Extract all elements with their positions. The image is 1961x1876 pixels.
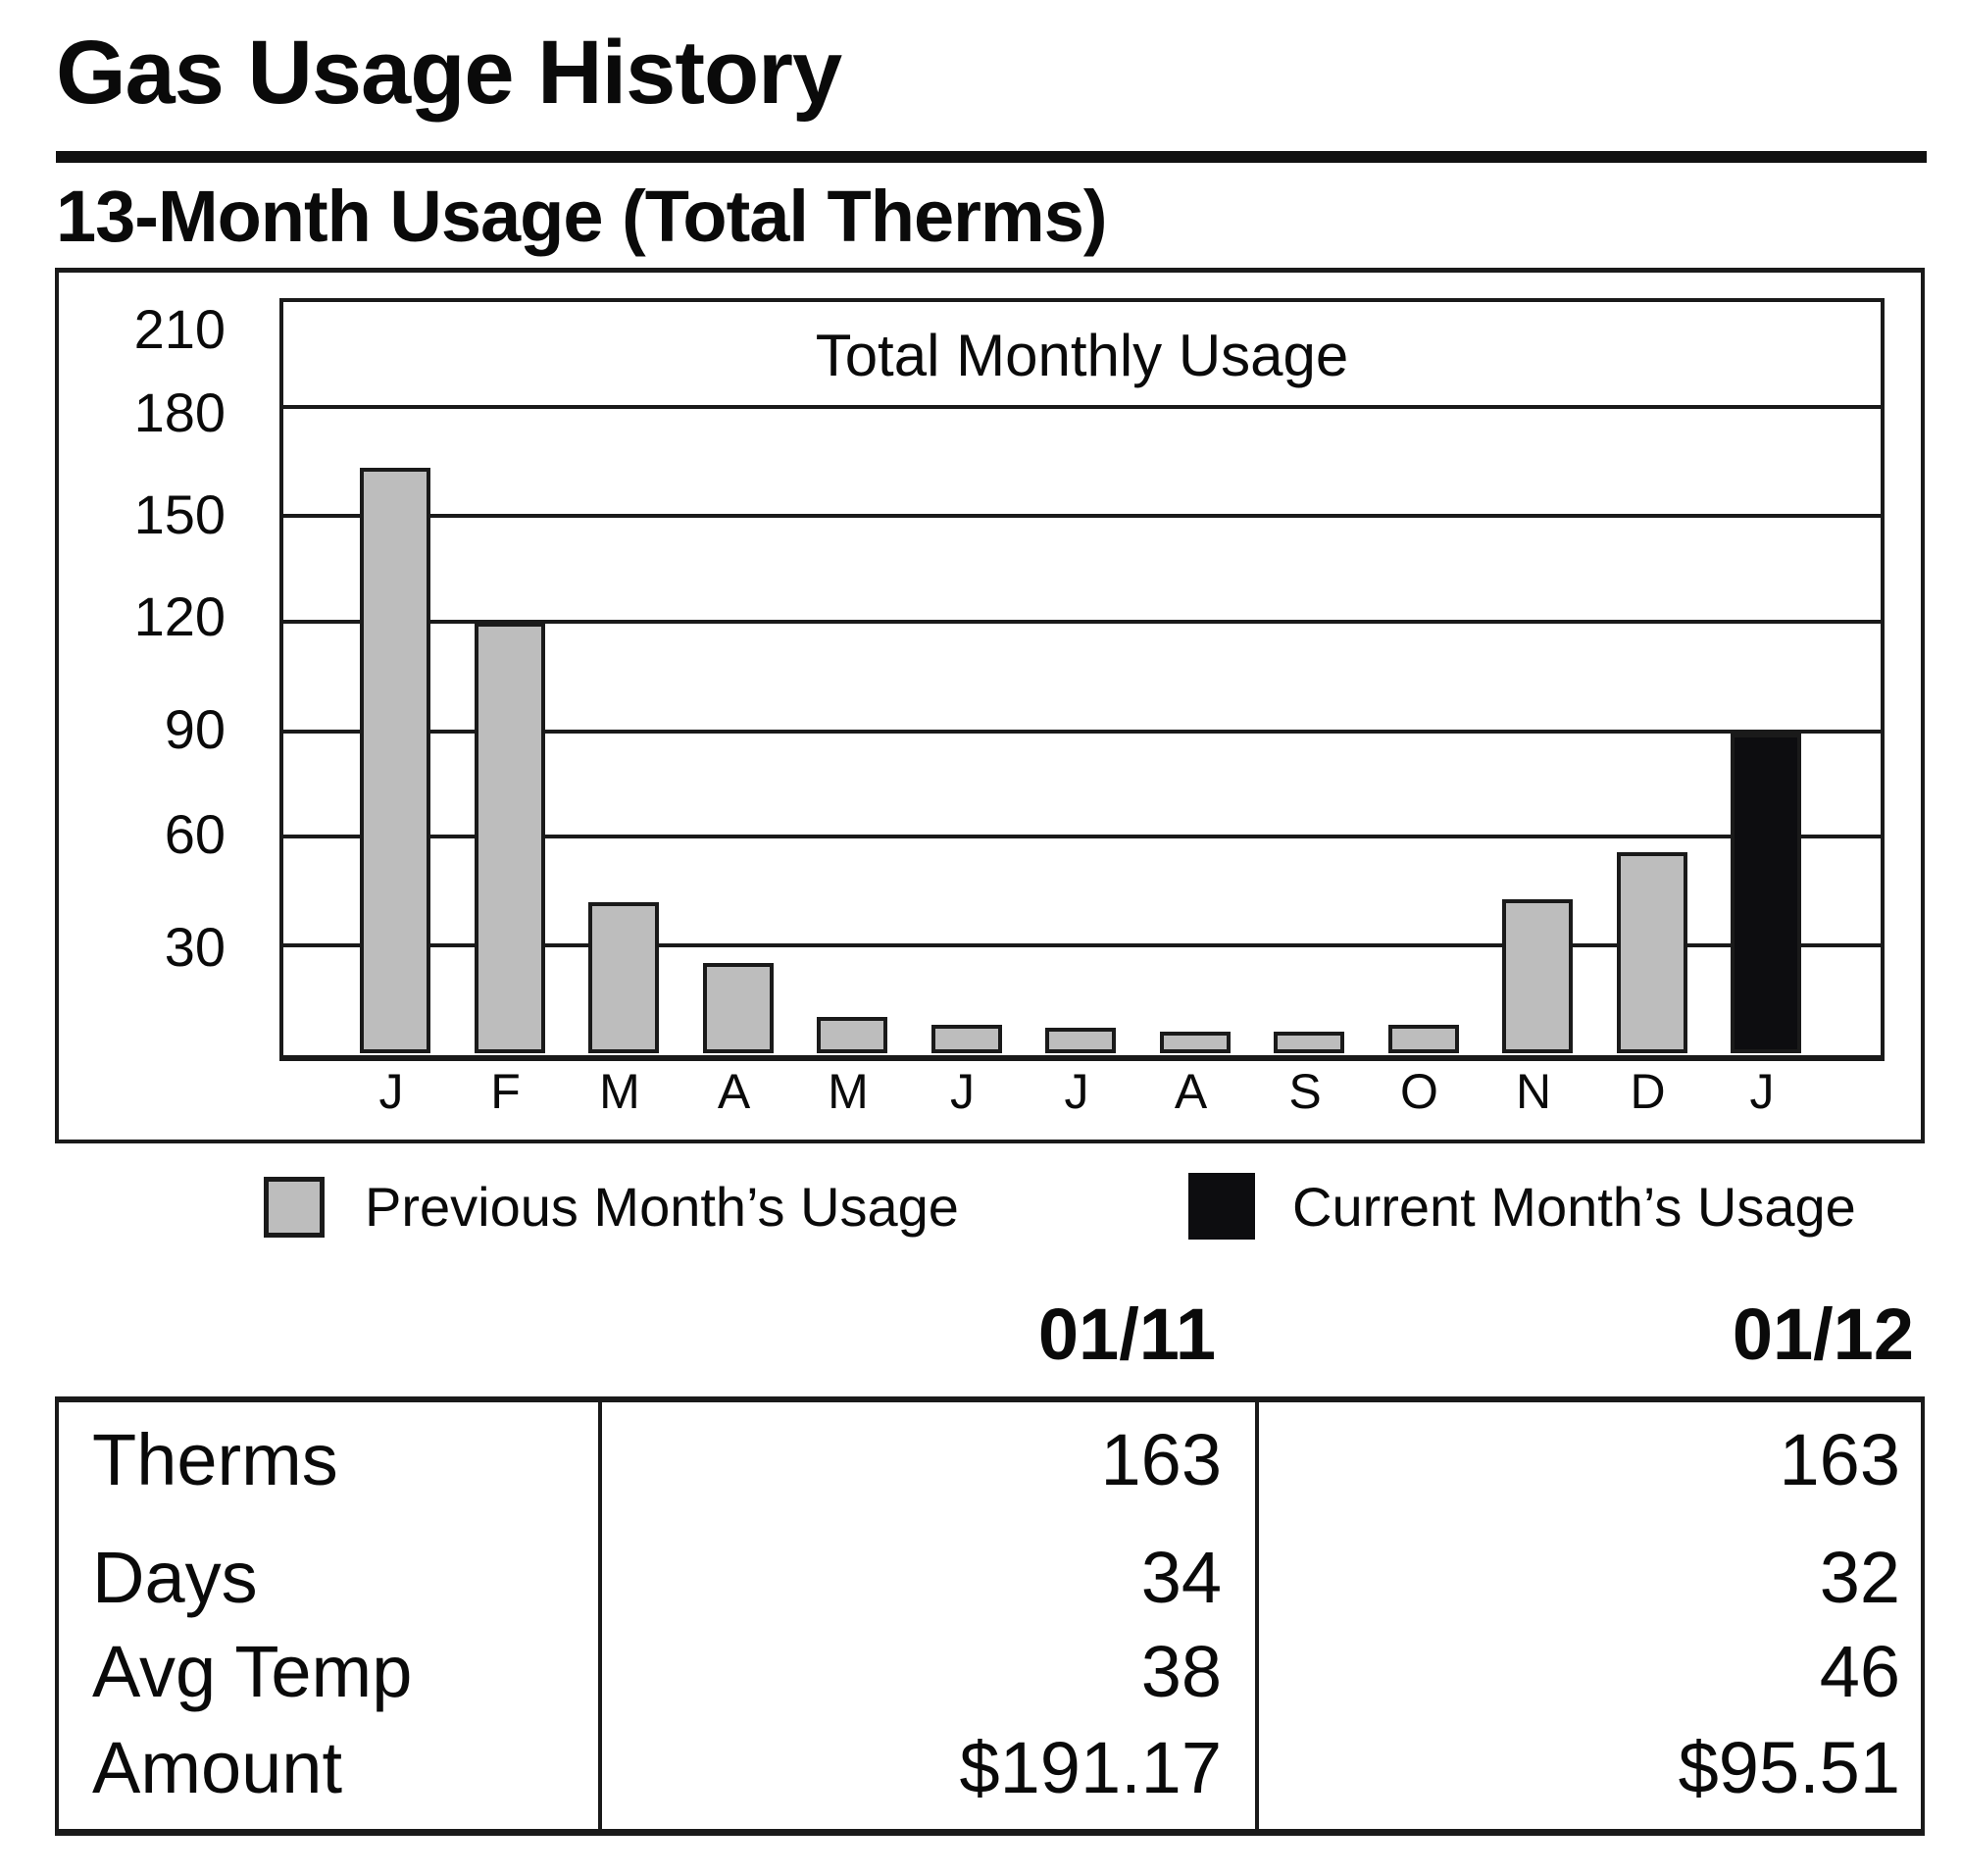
legend-label-previous: Previous Month’s Usage [365,1176,959,1238]
y-tick: 90 [164,698,226,760]
bar-previous-month [474,623,545,1053]
chart-container [55,268,1925,1143]
row-label-days: Days [92,1537,258,1618]
column-divider [598,1402,602,1829]
x-tick: M [828,1064,869,1119]
column-header-current: 01/12 [1732,1293,1914,1375]
bar-previous-month [1045,1028,1116,1053]
cell-amount-current: $95.51 [1678,1727,1900,1808]
y-axis: 210 180 150 120 90 60 30 [29,0,226,1079]
row-label-therms: Therms [92,1419,338,1500]
x-tick: F [490,1064,521,1119]
bar-previous-month [1616,852,1687,1053]
gridline-180 [283,405,1881,409]
y-tick: 60 [164,803,226,865]
x-tick: A [1174,1064,1208,1119]
cell-amount-previous: $191.17 [959,1727,1223,1808]
title-divider [56,151,1927,163]
y-tick: 180 [133,381,226,443]
legend-swatch-previous [264,1177,325,1238]
chart-section-title: 13-Month Usage (Total Therms) [56,176,1107,257]
row-label-amount: Amount [92,1727,343,1808]
legend-label-current: Current Month’s Usage [1292,1176,1856,1238]
x-tick: N [1515,1064,1552,1119]
x-tick: O [1400,1064,1438,1119]
bar-current-month [1731,734,1801,1053]
gridline-60 [283,835,1881,838]
y-tick: 210 [133,298,226,360]
bar-previous-month [1387,1025,1459,1053]
usage-summary-table: Therms 163 163 Days 34 32 Avg Temp 38 46… [55,1396,1925,1836]
cell-avg-temp-previous: 38 [1140,1631,1222,1712]
gridline-30 [283,943,1881,947]
column-header-previous: 01/11 [1037,1293,1216,1375]
y-tick: 120 [133,585,226,647]
cell-therms-current: 163 [1779,1419,1900,1500]
cell-days-current: 32 [1819,1537,1900,1618]
plot-title: Total Monthly Usage [815,323,1349,388]
bar-previous-month [817,1017,887,1053]
legend-swatch-current [1188,1173,1255,1240]
cell-therms-previous: 163 [1100,1419,1222,1500]
plot-area: Total Monthly Usage [279,298,1885,1061]
gridline-150 [283,514,1881,518]
x-tick: J [1749,1064,1775,1119]
y-tick: 30 [164,916,226,978]
page-title: Gas Usage History [56,23,842,123]
x-tick: S [1288,1064,1322,1119]
bar-previous-month [1159,1032,1231,1053]
bar-previous-month [588,902,659,1053]
y-tick: 150 [133,483,226,545]
x-tick: A [717,1064,751,1119]
gridline-90 [283,730,1881,734]
x-tick: J [1064,1064,1089,1119]
bar-previous-month [930,1025,1002,1053]
row-label-avg-temp: Avg Temp [92,1631,413,1712]
cell-days-previous: 34 [1140,1537,1222,1618]
gridline-120 [283,620,1881,624]
bar-previous-month [702,963,774,1053]
cell-avg-temp-current: 46 [1819,1631,1900,1712]
x-tick: D [1630,1064,1666,1119]
x-tick: M [599,1064,640,1119]
x-tick: J [378,1064,404,1119]
x-tick: J [950,1064,975,1119]
column-divider [1255,1402,1259,1829]
bar-previous-month [1274,1032,1344,1053]
bar-previous-month [1502,899,1573,1053]
bar-previous-month [360,468,430,1053]
